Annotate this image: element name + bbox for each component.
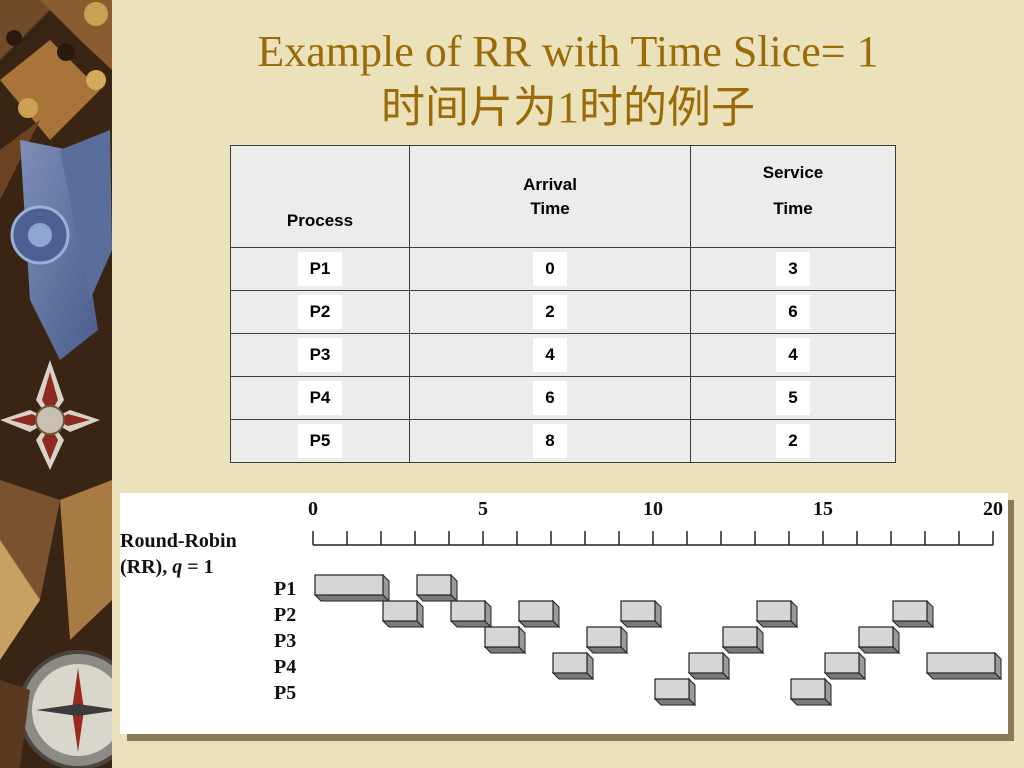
cell-service: 6 bbox=[690, 290, 896, 334]
gantt-axis: 0 5 10 15 20 bbox=[308, 498, 1003, 546]
gantt-bar bbox=[925, 651, 1003, 681]
button-decoration bbox=[84, 2, 108, 26]
cell-arrival-value: 2 bbox=[533, 295, 567, 329]
cell-arrival: 6 bbox=[409, 376, 691, 420]
table-row: P4 6 5 bbox=[230, 376, 896, 420]
table-header-row: Process Arrival Time Service Time bbox=[230, 145, 896, 248]
gantt-bar bbox=[823, 651, 867, 681]
table-row: P5 8 2 bbox=[230, 419, 896, 463]
gantt-bar bbox=[381, 599, 425, 629]
table-row: P1 0 3 bbox=[230, 247, 896, 291]
cell-arrival-value: 0 bbox=[533, 252, 567, 286]
cell-arrival: 0 bbox=[409, 247, 691, 291]
header-service-block: Service Time bbox=[691, 161, 895, 221]
cell-service-value: 3 bbox=[776, 252, 810, 286]
gantt-bar bbox=[789, 677, 833, 707]
header-process: Process bbox=[230, 145, 410, 248]
table-row: P2 2 6 bbox=[230, 290, 896, 334]
cell-arrival-value: 6 bbox=[533, 381, 567, 415]
gantt-bar bbox=[517, 599, 561, 629]
decorative-side-image bbox=[0, 0, 112, 768]
header-service-line1: Service bbox=[762, 162, 824, 182]
cell-process: P4 bbox=[230, 376, 410, 420]
cell-process: P3 bbox=[230, 333, 410, 377]
gantt-tick-label: 10 bbox=[643, 498, 663, 520]
cell-service: 5 bbox=[690, 376, 896, 420]
gantt-label-prefix: (RR), bbox=[120, 556, 172, 578]
gantt-bar bbox=[857, 625, 901, 655]
gantt-bar bbox=[415, 573, 459, 603]
gantt-tick-label: 15 bbox=[813, 498, 833, 520]
gantt-label-suffix: = 1 bbox=[182, 556, 213, 578]
slide-subtitle: 时间片为1时的例子 bbox=[381, 83, 755, 132]
cell-process-value: P1 bbox=[297, 252, 343, 286]
cell-arrival-value: 8 bbox=[533, 424, 567, 458]
gantt-bars bbox=[313, 573, 1003, 707]
slide-title: Example of RR with Time Slice= 1 bbox=[257, 27, 879, 76]
gantt-tick-label: 5 bbox=[478, 498, 488, 520]
cell-process-value: P2 bbox=[297, 295, 343, 329]
cell-service: 3 bbox=[690, 247, 896, 291]
gantt-process-label: P5 bbox=[274, 682, 296, 704]
gantt-process-label: P1 bbox=[274, 578, 296, 600]
gantt-bar bbox=[585, 625, 629, 655]
gantt-process-label: P2 bbox=[274, 604, 296, 626]
header-arrival-line1: Arrival bbox=[523, 174, 577, 194]
cell-service: 4 bbox=[690, 333, 896, 377]
cell-arrival: 4 bbox=[409, 333, 691, 377]
cell-process-value: P3 bbox=[297, 338, 343, 372]
cell-service-value: 2 bbox=[776, 424, 810, 458]
gantt-label-line1: Round-Robin bbox=[120, 530, 237, 552]
cell-service-value: 4 bbox=[776, 338, 810, 372]
gantt-bar bbox=[483, 625, 527, 655]
gantt-bar bbox=[687, 651, 731, 681]
cell-process: P1 bbox=[230, 247, 410, 291]
rr-gantt-figure: Round-Robin (RR), q = 1 0 5 10 15 20 P1 P2 P3 P… bbox=[120, 493, 1008, 734]
cell-arrival-value: 4 bbox=[533, 338, 567, 372]
gantt-bar bbox=[449, 599, 493, 629]
cell-arrival: 2 bbox=[409, 290, 691, 334]
gantt-bar bbox=[755, 599, 799, 629]
cell-process: P2 bbox=[230, 290, 410, 334]
header-arrival-time: Arrival Time bbox=[409, 145, 691, 248]
header-process-label: Process bbox=[286, 211, 354, 230]
gantt-tick-label: 20 bbox=[983, 498, 1003, 520]
gantt-process-label: P4 bbox=[274, 656, 296, 678]
cell-service-value: 5 bbox=[776, 381, 810, 415]
gantt-bar bbox=[653, 677, 697, 707]
cell-process-value: P5 bbox=[297, 424, 343, 458]
header-service-line2: Time bbox=[773, 198, 813, 218]
cell-arrival: 8 bbox=[409, 419, 691, 463]
gantt-bar bbox=[619, 599, 663, 629]
gantt-label-q: q bbox=[172, 556, 182, 578]
gantt-bar bbox=[313, 573, 391, 603]
gantt-bar bbox=[891, 599, 935, 629]
gantt-process-label: P3 bbox=[274, 630, 296, 652]
gantt-tick-label: 0 bbox=[308, 498, 318, 520]
cell-service-value: 6 bbox=[776, 295, 810, 329]
cell-process: P5 bbox=[230, 419, 410, 463]
gantt-process-labels: P1 P2 P3 P4 P5 bbox=[274, 578, 296, 704]
gantt-chart: Round-Robin (RR), q = 1 0 5 10 15 20 P1P2P3P… bbox=[120, 498, 1003, 707]
process-table: Process Arrival Time Service Time P1 0 3 bbox=[230, 145, 896, 463]
cell-process-value: P4 bbox=[297, 381, 343, 415]
gantt-label-line2: (RR), q = 1 bbox=[120, 556, 214, 578]
cell-service: 2 bbox=[690, 419, 896, 463]
table-row: P3 4 4 bbox=[230, 333, 896, 377]
gantt-bar bbox=[721, 625, 765, 655]
header-arrival-line2: Time bbox=[530, 198, 570, 218]
header-service-time: Service Time bbox=[690, 145, 896, 248]
gantt-bar bbox=[551, 651, 595, 681]
